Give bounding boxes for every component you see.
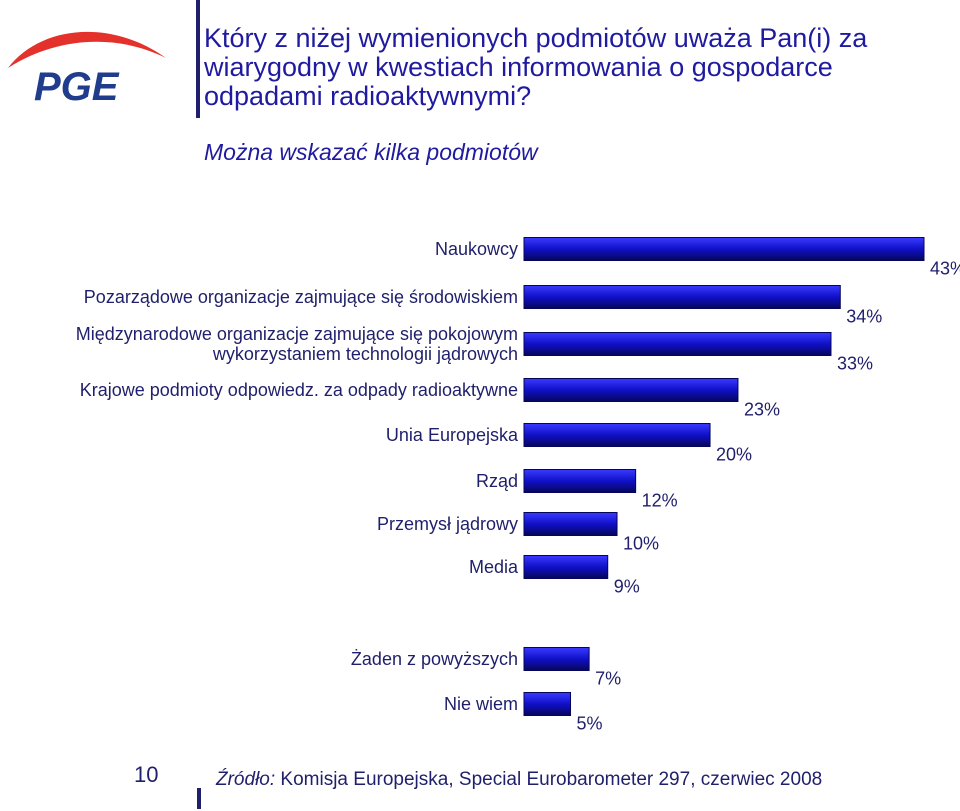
category-label: Naukowcy <box>435 239 518 259</box>
category-label: Nie wiem <box>444 694 518 714</box>
value-label: 23% <box>744 400 780 420</box>
value-label: 7% <box>595 669 621 689</box>
category-label: Media <box>469 557 519 577</box>
bar <box>523 512 618 536</box>
value-label: 34% <box>846 307 882 327</box>
source-label: Źródło: <box>216 769 276 790</box>
bar <box>523 469 637 493</box>
logo-arc <box>8 31 166 68</box>
source-note: Źródło: Komisja Europejska, Special Euro… <box>216 770 856 790</box>
bar <box>523 285 841 309</box>
bar <box>523 647 590 671</box>
page-number: 10 <box>134 762 159 787</box>
bar <box>523 378 739 402</box>
footer-accent-bar <box>197 788 201 809</box>
page-title: Który z niżej wymienionych podmiotów uwa… <box>204 23 868 111</box>
value-label: 5% <box>577 714 603 734</box>
value-label: 43% <box>930 259 960 279</box>
value-label: 33% <box>837 354 873 374</box>
bar <box>523 555 609 579</box>
bar <box>523 692 572 716</box>
category-label: Rząd <box>476 471 518 491</box>
source-text: Komisja Europejska, Special Eurobaromete… <box>280 769 823 790</box>
value-label: 12% <box>642 491 678 511</box>
category-label: wykorzystaniem technologii jądrowych <box>212 344 518 364</box>
logo-text: PGE <box>34 65 120 109</box>
category-label: Unia Europejska <box>386 425 519 445</box>
pge-logo: PGE <box>8 31 166 109</box>
bar <box>523 237 925 261</box>
title-accent-bar <box>196 0 200 118</box>
value-label: 10% <box>623 534 659 554</box>
bar <box>523 332 832 356</box>
category-label: Międzynarodowe organizacje zajmujące się… <box>76 324 518 344</box>
category-label: Żaden z powyższych <box>351 649 518 669</box>
page-subtitle: Można wskazać kilka podmiotów <box>204 139 538 165</box>
bar <box>523 423 711 447</box>
value-label: 20% <box>716 445 752 465</box>
category-label: Pozarządowe organizacje zajmujące się śr… <box>84 287 518 307</box>
category-label: Krajowe podmioty odpowiedz. za odpady ra… <box>80 380 518 400</box>
category-label: Przemysł jądrowy <box>377 514 518 534</box>
value-label: 9% <box>614 577 640 597</box>
